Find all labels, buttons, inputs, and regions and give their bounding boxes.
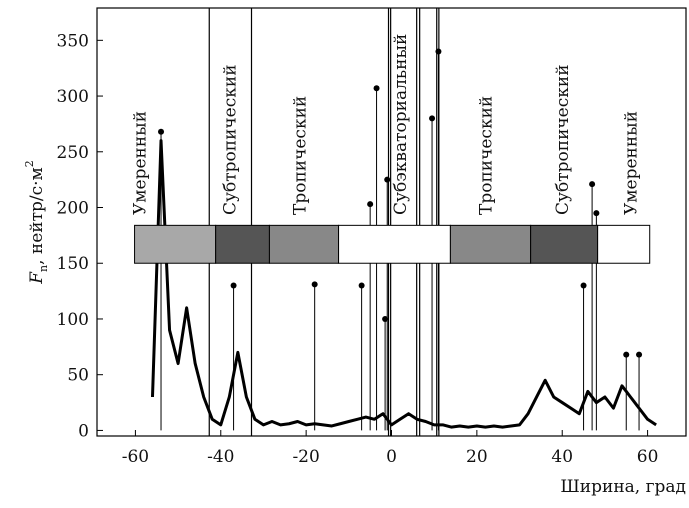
x-tick-label: 60 — [637, 447, 659, 467]
x-axis-label: Ширина, град — [560, 477, 686, 497]
y-tick-label: 150 — [57, 254, 89, 274]
zone-label: Субэкваториальный — [391, 34, 411, 215]
spike-point — [384, 176, 391, 183]
spike-point — [382, 315, 389, 322]
y-tick-label: 300 — [57, 87, 89, 107]
spike-point — [230, 282, 237, 289]
zone-bar — [215, 224, 270, 264]
spike-point — [373, 85, 380, 92]
y-tick-label: 250 — [57, 143, 89, 163]
y-tick-label: 350 — [57, 31, 89, 51]
spike-point — [429, 115, 436, 122]
zone-bar — [597, 224, 651, 264]
spike-point — [589, 181, 596, 188]
x-tick-label: -20 — [292, 447, 319, 467]
y-label-rest: , нейтр/с·м — [27, 167, 47, 265]
zone-bar — [530, 224, 599, 264]
y-label-sup: 2 — [23, 160, 36, 167]
y-tick-label: 100 — [57, 310, 89, 330]
spike-point — [311, 281, 318, 288]
spike-point — [623, 351, 630, 358]
zone-label: Тропический — [291, 96, 311, 215]
y-tick-label: 50 — [67, 366, 89, 386]
zone-label: Тропический — [476, 96, 496, 215]
y-axis-label: Fn, нейтр/с·м2 — [23, 160, 50, 285]
zone-label: Субтропический — [220, 64, 240, 215]
x-tick-label: -40 — [207, 447, 234, 467]
zone-bar — [134, 224, 217, 264]
zone-bar — [449, 224, 532, 264]
spike-point — [158, 128, 165, 135]
y-label-symbol: F — [27, 271, 47, 285]
y-tick-label: 0 — [78, 421, 89, 441]
x-tick-label: 40 — [551, 447, 573, 467]
x-tick-label: -60 — [122, 447, 149, 467]
zone-label: Субтропический — [553, 64, 573, 215]
y-tick-label: 200 — [57, 199, 89, 219]
zone-bar — [268, 224, 340, 264]
spike-point — [358, 282, 365, 289]
x-tick-label: 20 — [466, 447, 488, 467]
zone-label: Умеренный — [131, 111, 151, 215]
x-tick-label: 0 — [386, 447, 397, 467]
spike-point — [636, 351, 643, 358]
zone-bar — [338, 224, 451, 264]
y-label-sub: n — [37, 265, 50, 272]
spike-point — [593, 210, 600, 217]
data-line — [150, 139, 657, 429]
spike-point — [580, 282, 587, 289]
zone-label: Умеренный — [622, 111, 642, 215]
spike-point — [435, 48, 442, 55]
spike-point — [367, 201, 374, 208]
